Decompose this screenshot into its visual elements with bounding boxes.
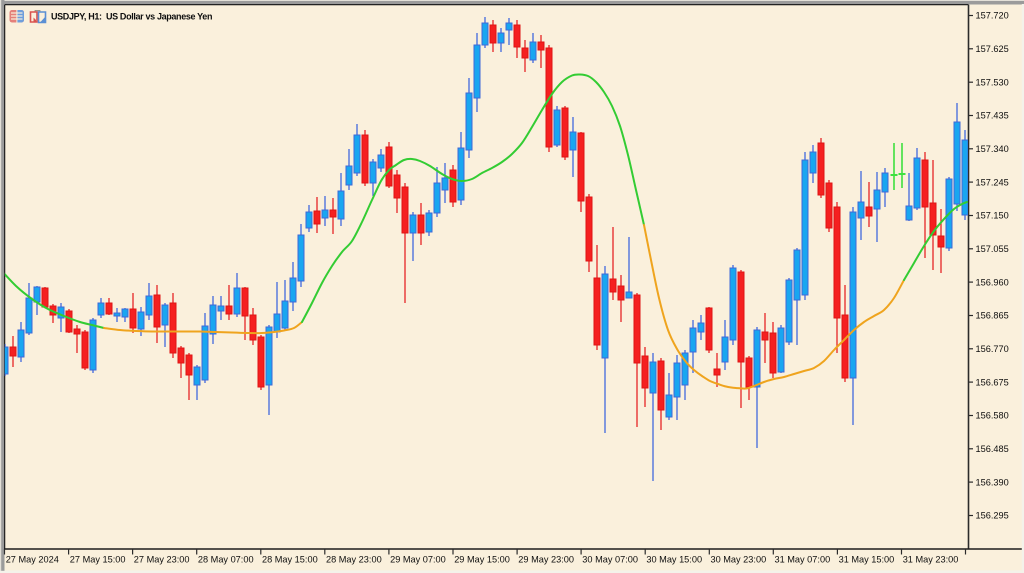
svg-text:156.675: 156.675 <box>976 377 1009 387</box>
svg-text:31 May 07:00: 31 May 07:00 <box>775 555 831 565</box>
svg-text:157.245: 157.245 <box>976 177 1009 187</box>
svg-text:156.295: 156.295 <box>976 511 1009 521</box>
svg-text:27 May 23:00: 27 May 23:00 <box>134 555 190 565</box>
svg-text:157.720: 157.720 <box>976 11 1009 21</box>
svg-text:USDJPY, H1: US Dollar vs Japa: USDJPY, H1: US Dollar vs Japanese Yen <box>51 12 212 22</box>
svg-text:157.340: 157.340 <box>976 144 1009 154</box>
svg-text:29 May 07:00: 29 May 07:00 <box>390 555 446 565</box>
svg-text:156.390: 156.390 <box>976 477 1009 487</box>
svg-text:30 May 15:00: 30 May 15:00 <box>646 555 702 565</box>
svg-text:156.770: 156.770 <box>976 344 1009 354</box>
svg-text:27 May 2024: 27 May 2024 <box>6 555 59 565</box>
svg-text:29 May 23:00: 29 May 23:00 <box>518 555 574 565</box>
svg-text:156.865: 156.865 <box>976 311 1009 321</box>
svg-text:28 May 15:00: 28 May 15:00 <box>262 555 318 565</box>
svg-text:156.580: 156.580 <box>976 411 1009 421</box>
svg-text:31 May 23:00: 31 May 23:00 <box>903 555 959 565</box>
svg-text:157.625: 157.625 <box>976 44 1009 54</box>
svg-text:157.530: 157.530 <box>976 77 1009 87</box>
svg-text:29 May 15:00: 29 May 15:00 <box>454 555 510 565</box>
svg-text:27 May 15:00: 27 May 15:00 <box>70 555 126 565</box>
svg-text:28 May 23:00: 28 May 23:00 <box>326 555 382 565</box>
svg-text:28 May 07:00: 28 May 07:00 <box>198 555 254 565</box>
svg-text:30 May 07:00: 30 May 07:00 <box>582 555 638 565</box>
svg-text:31 May 15:00: 31 May 15:00 <box>839 555 895 565</box>
svg-text:30 May 23:00: 30 May 23:00 <box>711 555 767 565</box>
svg-text:157.150: 157.150 <box>976 211 1009 221</box>
svg-text:157.055: 157.055 <box>976 244 1009 254</box>
svg-text:156.960: 156.960 <box>976 277 1009 287</box>
svg-text:156.485: 156.485 <box>976 444 1009 454</box>
svg-text:157.435: 157.435 <box>976 111 1009 121</box>
